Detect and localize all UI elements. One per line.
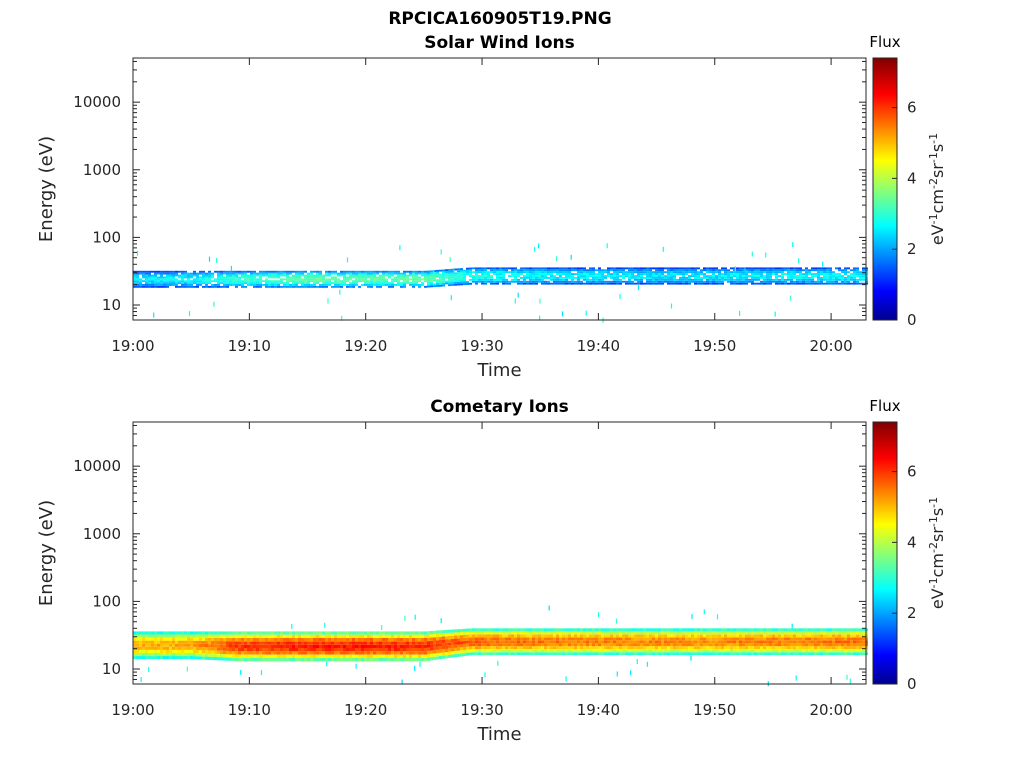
- figure-title: RPCICA160905T19.PNG: [388, 9, 611, 29]
- x-tick-label: 19:20: [344, 701, 387, 719]
- x-tick-label: 19:00: [111, 337, 154, 355]
- axes-frame: [132, 57, 867, 321]
- colorbar: Flux 0 2 4 6 eV-1cm-2sr-1s-1: [869, 33, 947, 329]
- panel-2: Cometary Ions 10 100 1000 10000 19:00 19:10 19:…: [36, 397, 947, 745]
- x-tick-label: 20:00: [809, 701, 852, 719]
- panel-1: Solar Wind Ions 10 100 1000 10000 19:00 19:10 1…: [36, 33, 947, 381]
- colorbar-tick-label: 4: [907, 169, 917, 187]
- y-tick-label: 1000: [83, 161, 121, 179]
- colorbar-unit-label: eV-1cm-2sr-1s-1: [927, 133, 947, 245]
- x-tick-label: 19:30: [460, 701, 503, 719]
- x-tick-label: 19:40: [577, 337, 620, 355]
- y-axis-label: Energy (eV): [36, 136, 57, 242]
- x-tick-label: 19:40: [577, 701, 620, 719]
- colorbar-gradient: [872, 57, 898, 321]
- colorbar-tick-label: 4: [907, 533, 917, 551]
- y-tick-label: 10000: [73, 93, 121, 111]
- y-axis-label: Energy (eV): [36, 500, 57, 606]
- x-axis-label: Time: [476, 724, 521, 745]
- colorbar-tick-label: 2: [907, 240, 917, 258]
- y-tick-label: 100: [92, 228, 121, 246]
- y-tick-label: 1000: [83, 525, 121, 543]
- spectrogram-band: [133, 242, 868, 323]
- colorbar-unit-label: eV-1cm-2sr-1s-1: [927, 497, 947, 609]
- panel-title: Cometary Ions: [430, 397, 569, 417]
- x-tick-label: 19:30: [460, 337, 503, 355]
- x-axis-label: Time: [476, 360, 521, 381]
- x-tick-label: 19:50: [693, 337, 736, 355]
- x-tick-label: 19:50: [693, 701, 736, 719]
- x-tick-label: 19:10: [228, 701, 271, 719]
- x-tick-label: 19:10: [228, 337, 271, 355]
- y-tick-label: 10000: [73, 457, 121, 475]
- colorbar: Flux 0 2 4 6 eV-1cm-2sr-1s-1: [869, 397, 947, 693]
- colorbar-tick-label: 6: [907, 463, 917, 481]
- x-tick-label: 19:20: [344, 337, 387, 355]
- y-tick-label: 100: [92, 592, 121, 610]
- colorbar-title: Flux: [869, 397, 900, 415]
- x-tick-label: 19:00: [111, 701, 154, 719]
- colorbar-tick-label: 0: [907, 675, 917, 693]
- colorbar-title: Flux: [869, 33, 900, 51]
- panel-title: Solar Wind Ions: [424, 33, 575, 53]
- x-tick-label: 20:00: [809, 337, 852, 355]
- colorbar-gradient: [872, 421, 898, 685]
- colorbar-tick-label: 2: [907, 604, 917, 622]
- y-tick-label: 10: [102, 660, 121, 678]
- y-tick-label: 10: [102, 296, 121, 314]
- spectrogram-band: [133, 605, 868, 687]
- axes-frame: [132, 421, 867, 685]
- colorbar-tick-label: 0: [907, 311, 917, 329]
- colorbar-tick-label: 6: [907, 99, 917, 117]
